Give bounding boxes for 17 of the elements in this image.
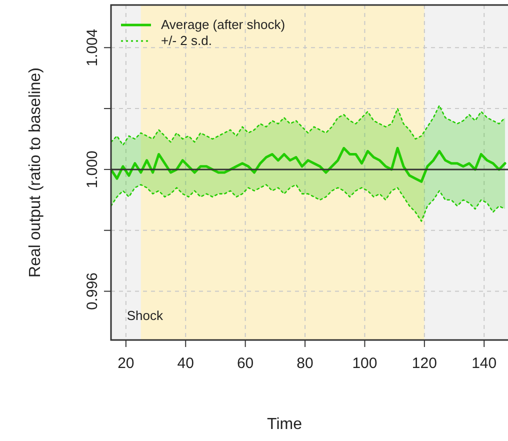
x-tick-label: 20	[118, 355, 134, 372]
legend-label: Average (after shock)	[161, 17, 286, 32]
x-axis-title: Time	[267, 416, 302, 433]
line-series	[111, 104, 506, 146]
x-tick-label: 100	[352, 355, 378, 372]
x-tick-label: 140	[472, 355, 497, 372]
legend-label: +/- 2 s.d.	[161, 33, 212, 48]
x-tick-label: 80	[296, 355, 314, 372]
band-label: Shock	[126, 308, 164, 323]
y-tick-label: 0.996	[84, 272, 101, 310]
y-tick-label: 1.000	[84, 150, 101, 188]
x-tick-label: 120	[412, 355, 437, 372]
x-tick-label: 60	[236, 355, 254, 372]
y-axis-title: Real output (ratio to baseline)	[27, 68, 44, 278]
line-series	[111, 184, 506, 222]
x-tick-label: 40	[177, 355, 194, 372]
y-tick-label: 1.004	[84, 28, 101, 66]
